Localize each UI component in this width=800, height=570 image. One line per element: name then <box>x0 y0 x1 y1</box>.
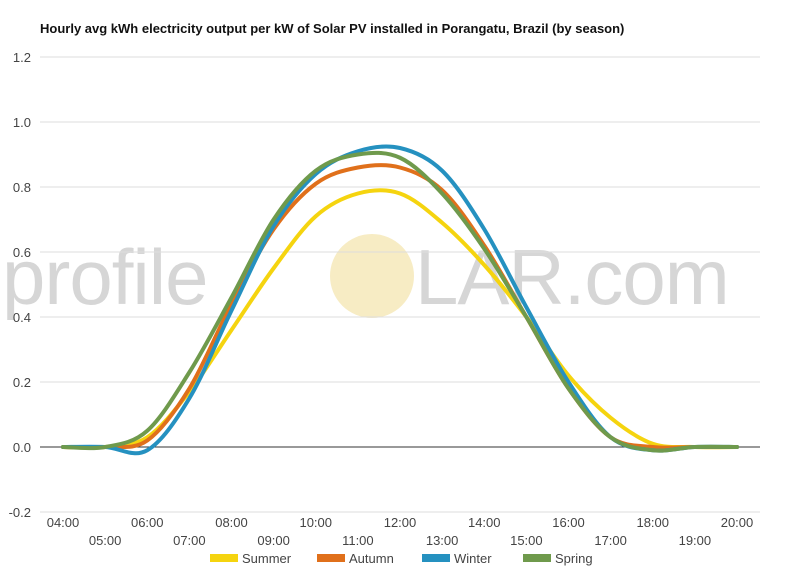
x-tick-label: 12:00 <box>384 515 417 530</box>
y-tick-label: 1.0 <box>13 115 31 130</box>
x-tick-label: 08:00 <box>215 515 248 530</box>
x-tick-label: 07:00 <box>173 533 206 548</box>
chart-title: Hourly avg kWh electricity output per kW… <box>40 21 624 36</box>
watermark-text-pre: profile <box>2 233 207 321</box>
legend-swatch-winter <box>422 554 450 562</box>
x-tick-label: 04:00 <box>47 515 80 530</box>
y-tick-label: -0.2 <box>9 505 31 520</box>
y-tick-label: 0.0 <box>13 440 31 455</box>
legend-swatch-spring <box>523 554 551 562</box>
legend-swatch-summer <box>210 554 238 562</box>
x-tick-label: 19:00 <box>679 533 712 548</box>
x-tick-label: 13:00 <box>426 533 459 548</box>
x-tick-label: 18:00 <box>636 515 669 530</box>
legend-swatch-autumn <box>317 554 345 562</box>
watermark: profile LAR.com <box>2 233 730 321</box>
y-tick-label: 0.6 <box>13 245 31 260</box>
x-tick-label: 10:00 <box>299 515 332 530</box>
x-tick-label: 17:00 <box>594 533 627 548</box>
legend: Summer Autumn Winter Spring <box>210 551 593 566</box>
x-axis-ticks: 04:00 05:00 06:00 07:00 08:00 09:00 10:00 11:00… <box>47 515 754 548</box>
x-tick-label: 16:00 <box>552 515 585 530</box>
y-tick-label: 0.2 <box>13 375 31 390</box>
y-axis-ticks: -0.2 0.0 0.2 0.4 0.6 0.8 1.0 1.2 <box>9 50 31 520</box>
y-tick-label: 1.2 <box>13 50 31 65</box>
legend-label-winter: Winter <box>454 551 492 566</box>
y-tick-label: 0.8 <box>13 180 31 195</box>
legend-label-spring: Spring <box>555 551 593 566</box>
x-tick-label: 11:00 <box>342 533 374 548</box>
x-tick-label: 20:00 <box>721 515 754 530</box>
watermark-sun-icon <box>330 234 414 318</box>
x-tick-label: 14:00 <box>468 515 501 530</box>
series-line-spring <box>61 150 739 453</box>
legend-label-autumn: Autumn <box>349 551 394 566</box>
x-tick-label: 09:00 <box>257 533 290 548</box>
watermark-text-post: LAR.com <box>415 233 729 321</box>
y-tick-label: 0.4 <box>13 310 31 325</box>
x-tick-label: 05:00 <box>89 533 122 548</box>
series-lines <box>61 144 739 456</box>
x-tick-label: 06:00 <box>131 515 164 530</box>
legend-label-summer: Summer <box>242 551 292 566</box>
x-tick-label: 15:00 <box>510 533 543 548</box>
